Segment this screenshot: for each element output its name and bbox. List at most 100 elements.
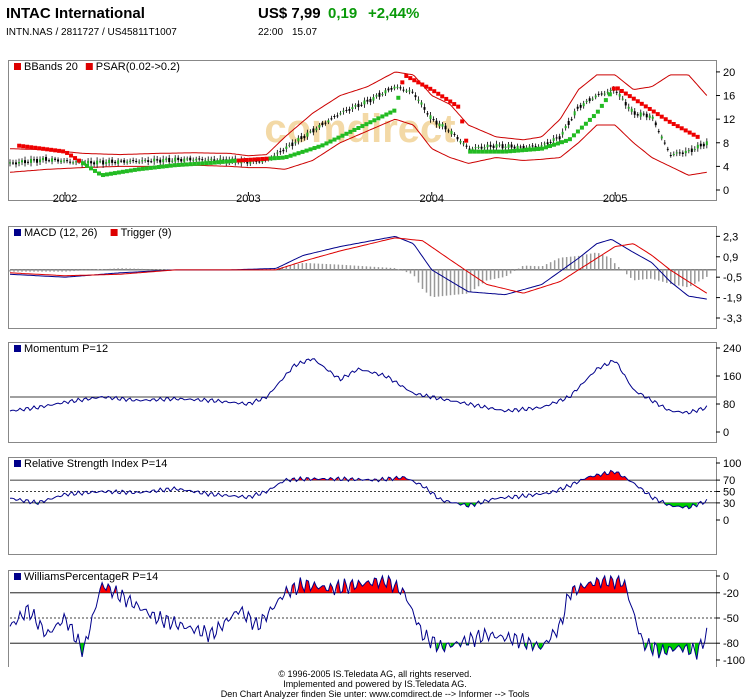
candle-body: [648, 115, 651, 118]
price-change: 0,19: [328, 5, 358, 22]
candle-body: [138, 161, 141, 163]
candle-body: [27, 161, 30, 163]
candle-body: [573, 111, 576, 116]
candle-body: [357, 103, 360, 108]
psar-dot: [192, 161, 197, 166]
candle-body: [420, 102, 423, 105]
oversold-fill: [694, 643, 699, 660]
analyzer-text: Den Chart Analyzer finden Sie unter: www…: [220, 689, 530, 699]
x-tick-label-3: 2005: [603, 193, 627, 205]
psar-dot: [372, 118, 377, 123]
candle-body: [18, 162, 21, 164]
candle-body: [150, 161, 153, 163]
candle-body: [453, 133, 456, 135]
candle-body: [582, 103, 585, 107]
psar-dot: [472, 149, 477, 154]
candle-body: [444, 125, 447, 130]
y-tick-label-1-4: -3,3: [723, 313, 742, 325]
psar-dot: [631, 96, 636, 101]
quote-header: INTAC International INTN.NAS / 2811727 /…: [0, 0, 750, 52]
psar-dot: [124, 169, 129, 174]
psar-dot: [416, 80, 421, 85]
candle-body: [621, 98, 624, 100]
psar-dot: [396, 95, 401, 100]
candle-body: [171, 160, 174, 162]
candle-body: [24, 160, 27, 164]
psar-dot: [120, 169, 125, 174]
legend-label-0-0: BBands 20: [24, 61, 78, 73]
psar-dot: [559, 140, 564, 145]
psar-dot: [452, 102, 457, 107]
candle-body: [105, 162, 108, 164]
psar-dot: [468, 149, 473, 154]
candle-body: [279, 151, 282, 153]
candle-body: [198, 158, 201, 160]
candle-body: [333, 116, 336, 118]
psar-dot: [312, 146, 317, 151]
candle-body: [570, 119, 573, 121]
candle-body: [174, 157, 177, 162]
candle-body: [591, 98, 594, 100]
candle-body: [465, 145, 468, 147]
candle-body: [57, 159, 60, 162]
psar-dot: [212, 160, 217, 165]
psar-dot: [547, 144, 552, 149]
candle-body: [117, 160, 120, 164]
legend-label-1-1: Trigger (9): [121, 227, 172, 239]
candle-body: [273, 155, 276, 157]
y-tick-label-2-1: 160: [723, 371, 741, 383]
psar-dot: [488, 149, 493, 154]
psar-dot: [448, 99, 453, 104]
psar-dot: [232, 158, 237, 163]
candle-body: [417, 99, 420, 101]
psar-dot: [164, 164, 169, 169]
psar-dot: [152, 165, 157, 170]
x-tick-label-0: 2002: [53, 193, 77, 205]
candle-body: [564, 126, 567, 129]
security-name: INTAC International: [6, 5, 145, 22]
candle-body: [456, 136, 459, 140]
candle-body: [402, 89, 405, 91]
candle-body: [135, 161, 138, 163]
candle-body: [45, 157, 48, 161]
psar-dot: [180, 162, 185, 167]
psar-dot: [100, 173, 105, 178]
candle-body: [111, 159, 114, 163]
candle-body: [411, 91, 414, 93]
psar-dot: [264, 156, 269, 161]
legend-label-3-0: Relative Strength Index P=14: [24, 458, 167, 470]
candle-body: [186, 158, 189, 160]
candle-body: [210, 158, 213, 160]
candle-body: [282, 149, 285, 152]
overbought-fill: [292, 583, 295, 593]
psar-dot: [89, 166, 94, 171]
candle-body: [690, 148, 693, 152]
psar-dot: [244, 157, 249, 162]
macd-line: [9, 235, 707, 300]
candle-body: [525, 147, 528, 149]
psar-dot: [567, 137, 572, 142]
psar-dot: [671, 122, 676, 127]
psar-dot: [268, 156, 273, 161]
psar-dot: [444, 96, 449, 101]
psar-dot: [543, 145, 548, 150]
psar-dot: [69, 153, 74, 158]
candle-body: [195, 158, 198, 161]
candle-body: [675, 152, 678, 154]
candle-body: [426, 113, 429, 115]
y-tick-label-0-1: 4: [723, 161, 729, 173]
psar-dot: [555, 141, 560, 146]
candle-body: [183, 158, 186, 162]
psar-dot: [228, 159, 233, 164]
rsi-line: [9, 469, 708, 510]
psar-dot: [288, 153, 293, 158]
psar-dot: [655, 112, 660, 117]
candle-body: [180, 158, 183, 162]
psar-dot: [49, 147, 54, 152]
candle-body: [657, 131, 660, 133]
candle-body: [681, 152, 684, 154]
y-tick-label-1-1: 0,9: [723, 252, 738, 264]
candle-body: [687, 150, 690, 152]
candle-body: [102, 160, 105, 165]
